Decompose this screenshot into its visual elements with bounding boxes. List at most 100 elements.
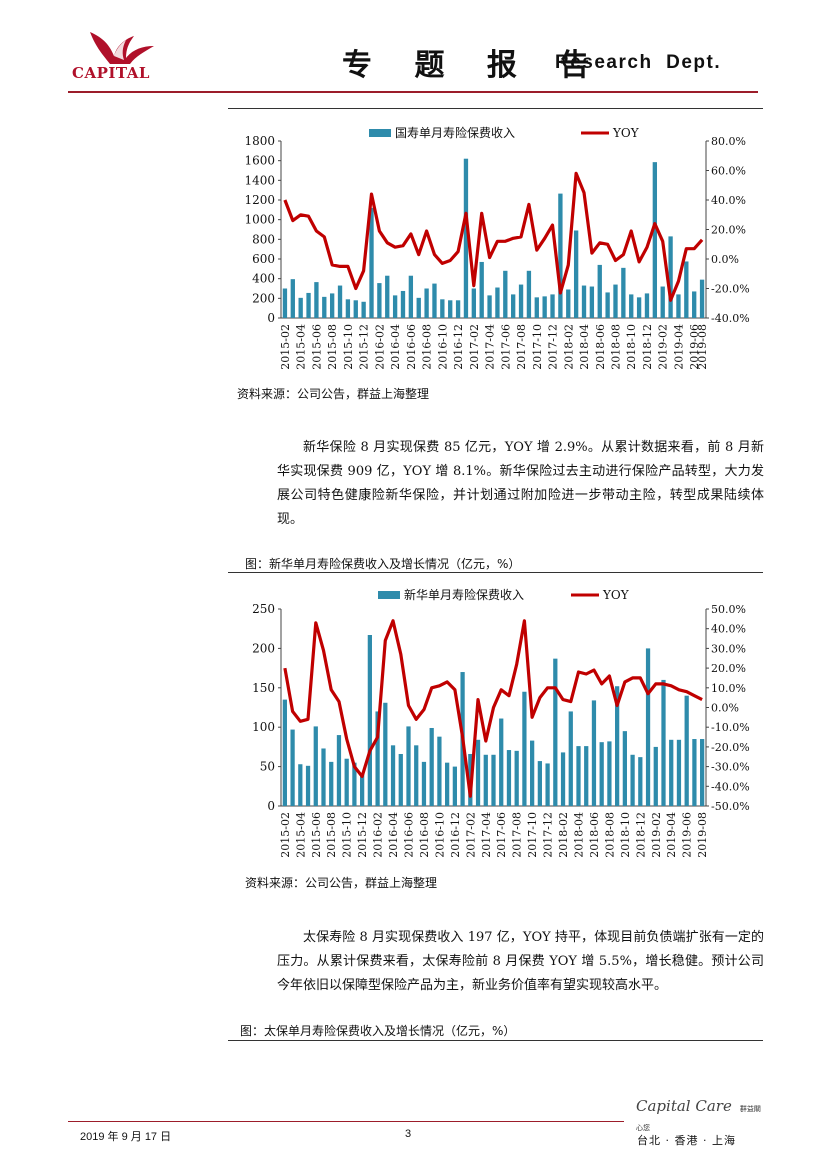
chart2-bar (290, 729, 295, 806)
chart1-bar (573, 230, 579, 318)
chart2-bar (282, 699, 287, 806)
chart1-right-tick-label: -20.0% (711, 283, 750, 296)
chart1-x-tick-label: 2018-02 (562, 324, 575, 370)
chart1-x-tick-label: 2015-12 (358, 324, 371, 370)
chart1-x-tick-label: 2018-08 (609, 324, 622, 370)
chart1-bar (636, 297, 642, 318)
chart1-bar (424, 288, 429, 318)
chart1-x-tick-label: 2017-02 (468, 324, 481, 370)
chart2-bar (305, 765, 311, 806)
company-logo: CAPITAL (70, 26, 174, 82)
chart2-x-tick-label: 2017-10 (526, 812, 539, 858)
chart1-x-tick-label: 2015-06 (310, 324, 323, 370)
chart1-x-tick-label: 2018-06 (594, 324, 607, 370)
chart2-x-tick-label: 2016-02 (372, 812, 385, 858)
chart2-x-tick-label: 2018-02 (557, 812, 570, 858)
chart1-bar (581, 285, 587, 318)
chart2-bar (437, 736, 442, 806)
chart2-bar (545, 763, 550, 806)
chart2-bar (645, 648, 651, 806)
chart2-bar (499, 718, 504, 806)
chart1-bar (290, 279, 295, 318)
chart1-bar (487, 295, 492, 318)
chart2-legend-bar-swatch (378, 591, 400, 599)
chart2-bar (560, 752, 566, 806)
chart1-bar (503, 270, 508, 318)
footer-rule (68, 1121, 624, 1122)
chart2-bar (684, 695, 689, 806)
chart1-bar (298, 297, 303, 318)
chart1-bar (337, 285, 343, 318)
chart2-x-tick-label: 2016-08 (418, 812, 431, 858)
chart2-bar (591, 700, 597, 806)
chart2-right-tick-label: -20.0% (711, 741, 750, 754)
chart2-bar (298, 764, 303, 806)
chart-xinhua-monthly-premium: 0 50 100 150 200 250 -50.0% -40.0% -30.0% -20.0% -… (252, 587, 750, 858)
chart2-legend-line-label: YOY (602, 588, 630, 602)
chart2-bar (367, 635, 372, 806)
chart2-bar (669, 739, 674, 806)
chart1-bar (550, 294, 555, 318)
chart2-x-tick-label: 2018-06 (588, 812, 601, 858)
chart2-legend-bar-label: 新华单月寿险保费收入 (404, 587, 524, 602)
chart2-right-tick-label: 10.0% (711, 682, 746, 695)
chart1-bar (558, 193, 563, 318)
chart2-x-tick-label: 2019-02 (650, 812, 663, 858)
chart1-x-tick-label: 2015-08 (326, 324, 339, 370)
chart-china-life-monthly-premium: 0 200 400 600 800 1000 1200 1400 1600 1800 -40.0% -… (244, 125, 750, 370)
chart2-bar (653, 746, 658, 806)
chart1-bar (448, 300, 453, 318)
chart2-x-tick-label: 2017-04 (480, 812, 493, 858)
chart2-x-tick-label: 2017-06 (495, 812, 508, 858)
chart2-bar (414, 745, 419, 806)
chart1-x-tick-label: 2019-08 (696, 324, 709, 370)
chart2-x-tick-label: 2016-10 (433, 812, 446, 858)
footer-cities: 台北 · 香港 · 上海 (637, 1134, 736, 1147)
chart2-bar (506, 750, 512, 806)
chart1-bar (361, 301, 366, 318)
chart1-x-tick-label: 2018-12 (641, 324, 654, 370)
chart1-left-tick-label: 200 (252, 291, 275, 305)
chart1-bar (314, 282, 319, 318)
chart2-right-tick-label: -50.0% (711, 800, 750, 813)
chart1-bar (684, 261, 689, 318)
chart2-x-tick-label: 2015-06 (310, 812, 323, 858)
chart2-bar (406, 726, 411, 806)
chart1-bar (621, 267, 626, 318)
chart2-x-tick-label: 2016-04 (387, 812, 400, 858)
chart1-x-tick-label: 2018-10 (625, 324, 638, 370)
chart2-bar (537, 761, 542, 806)
chart2-bar (375, 711, 380, 806)
chart2-right-tick-label: -40.0% (711, 780, 750, 793)
chart1-bar (455, 300, 461, 318)
chart2-right-tick-label: -30.0% (711, 761, 750, 774)
chart3-caption: 图：太保单月寿险保费收入及增长情况（亿元，%） (240, 1024, 516, 1038)
chart1-bar (644, 293, 650, 318)
chart2-bar (530, 740, 535, 806)
chart2-bar (321, 748, 326, 806)
chart2-bar (607, 741, 612, 806)
chart2-x-tick-label: 2017-08 (511, 812, 524, 858)
chart1-bar (526, 270, 532, 318)
chart2-yoy-line (283, 619, 703, 798)
chart2-x-tick-label: 2018-04 (573, 812, 586, 858)
page-title: 专 题 报 告 (342, 48, 606, 83)
chart2-bar (700, 739, 705, 806)
logo-text: CAPITAL (72, 64, 150, 82)
chart2-top-rule (228, 572, 763, 573)
chart2-x-tick-label: 2018-08 (603, 812, 616, 858)
chart2-bar (638, 757, 643, 806)
chart1-bar (471, 288, 476, 318)
chart1-bar (613, 284, 618, 318)
chart2-bar (452, 766, 457, 806)
chart2-x-tick-label: 2019-06 (681, 812, 694, 858)
header-rule (68, 91, 758, 93)
source-note-1: 资料来源：公司公告，群益上海整理 (237, 387, 430, 401)
chart1-x-tick-label: 2017-12 (547, 324, 560, 370)
chart1-bar (385, 275, 390, 318)
chart1-bar (668, 236, 673, 318)
chart1-left-tick-label: 1200 (244, 193, 275, 207)
page-number: 3 (405, 1128, 412, 1140)
chart1-bar (495, 287, 500, 318)
chart2-x-tick-label: 2015-08 (325, 812, 338, 858)
